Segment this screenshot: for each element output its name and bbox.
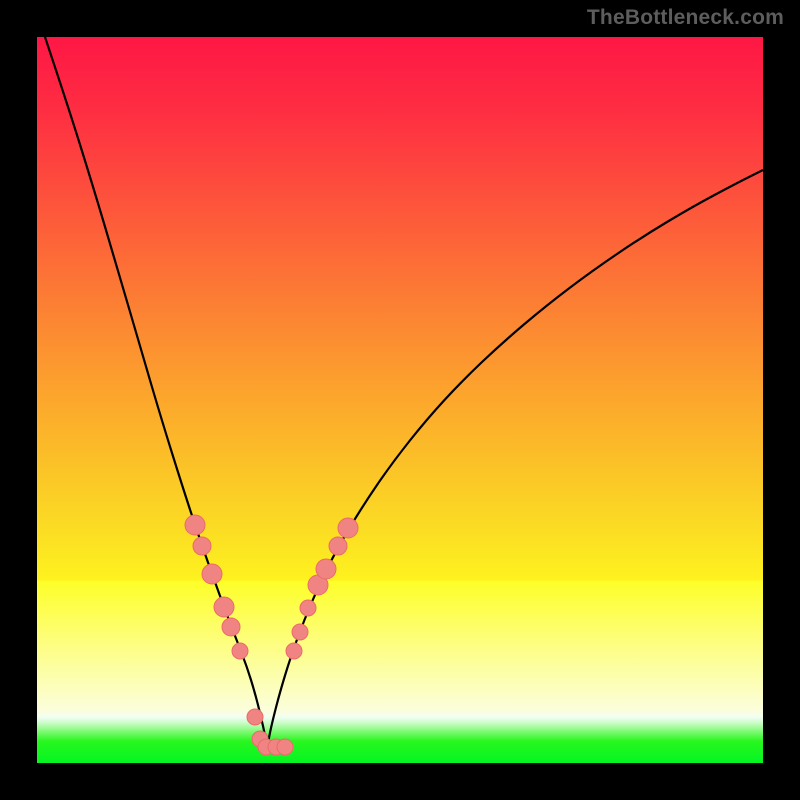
marker-dot: [214, 597, 234, 617]
marker-dot: [292, 624, 308, 640]
v-curve: [45, 37, 763, 749]
marker-dot: [202, 564, 222, 584]
marker-dot: [277, 739, 293, 755]
marker-dot: [232, 643, 248, 659]
marker-dot: [286, 643, 302, 659]
marker-dot: [329, 537, 347, 555]
markers-group: [185, 515, 358, 755]
marker-dot: [300, 600, 316, 616]
curve-layer: [37, 37, 763, 763]
marker-dot: [185, 515, 205, 535]
marker-dot: [316, 559, 336, 579]
plot-area: [37, 37, 763, 763]
watermark-text: TheBottleneck.com: [587, 6, 784, 30]
marker-dot: [193, 537, 211, 555]
marker-dot: [338, 518, 358, 538]
marker-dot: [247, 709, 263, 725]
marker-dot: [222, 618, 240, 636]
chart-container: TheBottleneck.com: [0, 0, 800, 800]
